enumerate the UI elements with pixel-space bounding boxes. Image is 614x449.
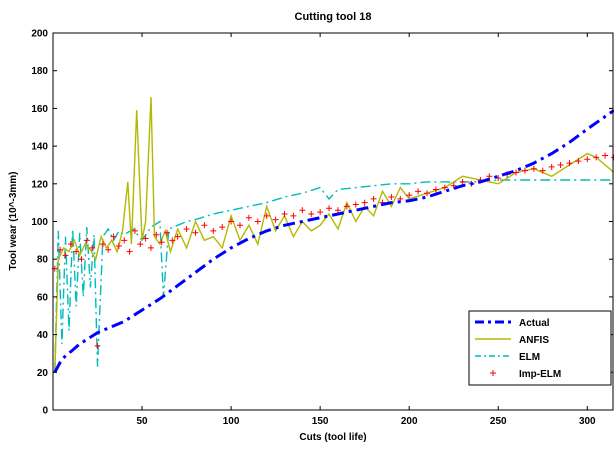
imp-elm-marker bbox=[210, 227, 217, 234]
y-tick-label: 120 bbox=[31, 179, 48, 190]
legend-swatch-imp-elm bbox=[490, 370, 496, 376]
imp-elm-marker bbox=[147, 244, 154, 251]
legend-label-imp-elm: Imp-ELM bbox=[519, 369, 561, 380]
imp-elm-marker bbox=[192, 229, 199, 236]
anfis-series-line bbox=[54, 97, 614, 373]
imp-elm-marker bbox=[530, 165, 537, 172]
imp-elm-marker bbox=[237, 222, 243, 229]
axes-layer: 50 100 150 200 250 300 0 20 40 60 80 100 120 140 160 18… bbox=[31, 29, 614, 427]
imp-elm-marker bbox=[73, 248, 80, 255]
imp-elm-marker bbox=[290, 212, 297, 219]
imp-elm-marker bbox=[137, 241, 144, 248]
imp-elm-marker bbox=[169, 237, 176, 244]
y-tick-label: 160 bbox=[31, 104, 48, 115]
imp-elm-marker bbox=[245, 214, 252, 221]
x-tick-label: 150 bbox=[312, 416, 329, 427]
imp-elm-marker bbox=[611, 154, 614, 161]
imp-elm-marker bbox=[126, 248, 133, 255]
actual-series-line bbox=[53, 109, 614, 374]
imp-elm-marker bbox=[115, 243, 122, 250]
imp-elm-marker bbox=[432, 186, 439, 193]
imp-elm-marker bbox=[254, 218, 261, 225]
y-tick-label: 0 bbox=[42, 406, 48, 417]
imp-elm-marker bbox=[415, 188, 422, 195]
imp-elm-marker bbox=[78, 256, 85, 263]
y-tick-label: 80 bbox=[37, 255, 49, 266]
imp-elm-marker bbox=[110, 233, 117, 240]
imp-elm-marker bbox=[142, 235, 149, 242]
legend-label-anfis: ANFIS bbox=[519, 335, 549, 346]
x-tick-label: 300 bbox=[579, 416, 596, 427]
imp-elm-marker bbox=[62, 252, 69, 259]
imp-elm-marker bbox=[343, 203, 350, 210]
imp-elm-marker bbox=[89, 244, 96, 251]
legend-label-actual: Actual bbox=[519, 318, 550, 329]
imp-elm-marker bbox=[441, 184, 448, 191]
x-tick-label: 250 bbox=[490, 416, 507, 427]
x-tick-label: 50 bbox=[136, 416, 148, 427]
imp-elm-marker bbox=[174, 233, 181, 240]
imp-elm-marker bbox=[513, 169, 520, 176]
imp-elm-marker bbox=[131, 227, 138, 234]
imp-elm-marker bbox=[299, 207, 306, 214]
y-tick-label: 60 bbox=[37, 292, 49, 303]
imp-elm-marker bbox=[83, 237, 90, 244]
imp-elm-marker bbox=[334, 207, 341, 214]
imp-elm-marker bbox=[459, 178, 466, 185]
x-tick-label: 200 bbox=[401, 416, 418, 427]
imp-elm-marker bbox=[575, 158, 582, 165]
imp-elm-marker bbox=[548, 163, 555, 170]
y-tick-label: 200 bbox=[31, 29, 48, 40]
imp-elm-marker bbox=[94, 342, 101, 349]
imp-elm-marker bbox=[263, 212, 270, 219]
imp-elm-marker bbox=[424, 190, 430, 197]
imp-elm-marker bbox=[105, 246, 112, 253]
y-tick-label: 180 bbox=[31, 66, 48, 77]
imp-elm-marker bbox=[153, 231, 160, 238]
legend: Actual ANFIS ELM Imp-ELM bbox=[468, 310, 612, 386]
imp-elm-marker bbox=[326, 205, 333, 212]
imp-elm-marker bbox=[57, 246, 64, 253]
chart-title: Cutting tool 18 bbox=[295, 11, 372, 23]
imp-elm-marker bbox=[557, 161, 564, 168]
legend-label-elm: ELM bbox=[519, 352, 540, 363]
imp-elm-marker bbox=[281, 210, 288, 217]
y-tick-label: 20 bbox=[37, 368, 49, 379]
imp-elm-marker bbox=[201, 222, 208, 229]
y-tick-label: 140 bbox=[31, 142, 48, 153]
y-tick-label: 100 bbox=[31, 217, 48, 228]
imp-elm-marker bbox=[602, 152, 609, 159]
imp-elm-marker bbox=[566, 160, 573, 167]
imp-elm-marker bbox=[272, 216, 279, 223]
imp-elm-marker bbox=[163, 229, 170, 236]
x-tick-label: 100 bbox=[223, 416, 240, 427]
imp-elm-marker bbox=[228, 218, 235, 225]
x-axis-label: Cuts (tool life) bbox=[299, 432, 366, 443]
imp-elm-marker bbox=[593, 154, 600, 161]
y-tick-label: 40 bbox=[37, 330, 49, 341]
imp-elm-marker bbox=[584, 156, 591, 163]
imp-elm-marker bbox=[370, 195, 377, 202]
imp-elm-marker bbox=[158, 239, 165, 246]
imp-elm-marker bbox=[317, 209, 324, 216]
imp-elm-marker bbox=[67, 241, 74, 248]
imp-elm-marker bbox=[406, 192, 413, 199]
imp-elm-marker bbox=[539, 167, 546, 174]
imp-elm-marker bbox=[361, 199, 368, 206]
imp-elm-marker bbox=[352, 201, 359, 208]
imp-elm-marker bbox=[99, 241, 106, 248]
imp-elm-marker bbox=[183, 226, 190, 233]
imp-elm-marker bbox=[121, 237, 128, 244]
y-axis-label: Tool wear (10^-3mm) bbox=[8, 171, 19, 270]
imp-elm-marker bbox=[308, 210, 315, 217]
imp-elm-marker bbox=[521, 167, 528, 174]
imp-elm-marker bbox=[388, 193, 395, 200]
imp-elm-marker bbox=[219, 224, 226, 231]
